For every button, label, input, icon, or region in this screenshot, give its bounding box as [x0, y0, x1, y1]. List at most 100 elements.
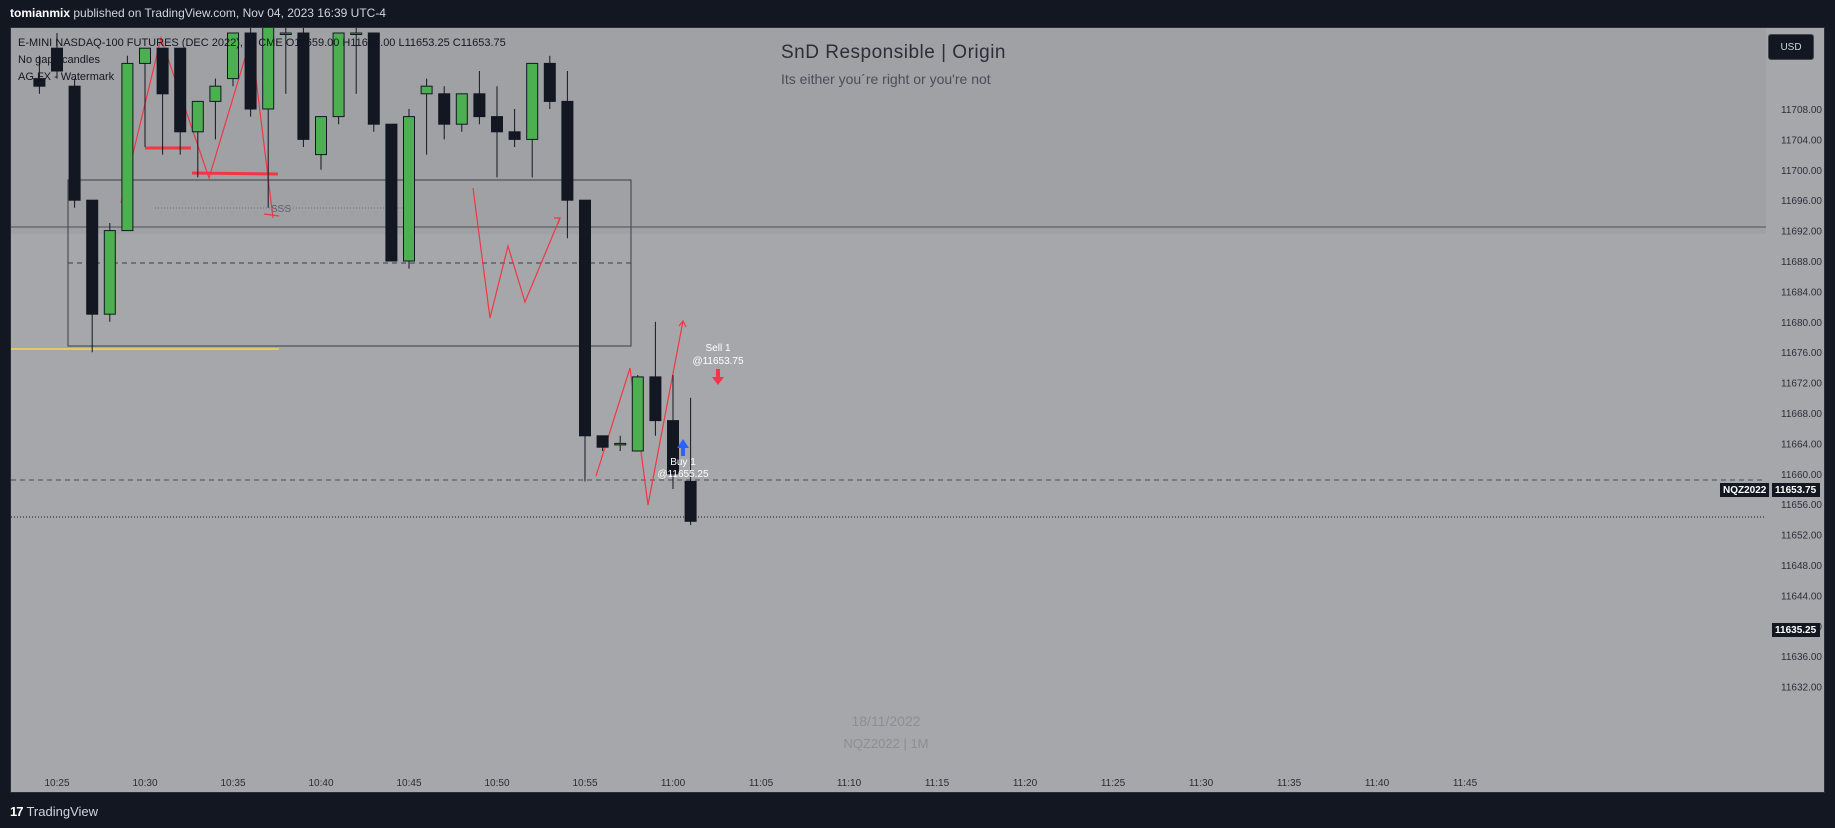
y-tick-label: 11700.00: [1781, 166, 1822, 177]
price-chart[interactable]: 11708.00 11704.00 11700.00 11696.00 11692.00…: [11, 28, 1825, 793]
candle[interactable]: [543, 55, 556, 109]
candle[interactable]: [579, 199, 591, 482]
author-name[interactable]: tomianmix: [10, 6, 71, 20]
candle[interactable]: [420, 78, 433, 155]
candles[interactable]: [33, 28, 697, 526]
currency-button[interactable]: USD: [1768, 34, 1814, 60]
candle-body-up: [526, 62, 539, 140]
candle[interactable]: [631, 375, 644, 452]
candle-body-up: [420, 85, 433, 95]
candle[interactable]: [614, 435, 627, 451]
last-price-tag: 11653.75: [1772, 483, 1820, 497]
watermark-date: 18/11/2022: [851, 713, 921, 729]
candle[interactable]: [191, 100, 204, 178]
x-tick-label: 11:15: [925, 778, 950, 789]
candle[interactable]: [279, 28, 292, 94]
footer-bar: 17 TradingView: [0, 796, 1835, 828]
candle-body-up: [103, 230, 116, 315]
buy-arrow-icon[interactable]: [677, 439, 689, 456]
tradingview-logo[interactable]: 17 TradingView: [10, 804, 98, 819]
symbol-description[interactable]: E-MINI NASDAQ-100 FUTURES (DEC 2022), 1,…: [18, 37, 283, 49]
candle-body-down: [367, 32, 380, 125]
sell-price: @11653.75: [692, 356, 744, 367]
time-axis-area[interactable]: [11, 769, 1825, 793]
candle[interactable]: [33, 55, 46, 94]
candle[interactable]: [526, 62, 539, 178]
candle[interactable]: [367, 32, 380, 132]
candle[interactable]: [68, 78, 81, 208]
candle[interactable]: [139, 47, 151, 147]
candle-body-up: [139, 47, 151, 64]
y-tick-label: 11660.00: [1781, 470, 1822, 481]
publish-bar: tomianmix published on TradingView.com, …: [0, 0, 1835, 27]
ohlc-high: H11670.00: [342, 37, 396, 49]
indicator-no-gaps[interactable]: No gaps candles: [18, 54, 100, 66]
candle[interactable]: [156, 47, 169, 155]
candle[interactable]: [350, 28, 363, 94]
candle[interactable]: [174, 47, 187, 155]
candle-body-down: [68, 85, 81, 201]
candle-body-down: [33, 78, 46, 87]
buy-price: @11655.25: [657, 469, 709, 480]
candle[interactable]: [332, 32, 345, 125]
watermark-symbol: NQZ2022 | 1M: [843, 736, 929, 751]
x-tick-label: 11:45: [1453, 778, 1478, 789]
candle-body-down: [156, 47, 169, 95]
ohlc-open: O11659.00: [285, 37, 340, 49]
sell-arrow-icon[interactable]: [712, 369, 724, 385]
candle[interactable]: [649, 321, 662, 436]
y-tick-label: 11692.00: [1781, 227, 1822, 238]
candle[interactable]: [684, 397, 697, 526]
sss-label[interactable]: SSS: [271, 204, 291, 215]
candle[interactable]: [103, 223, 116, 322]
x-tick-label: 10:25: [44, 778, 69, 789]
chart-pane[interactable]: 11708.00 11704.00 11700.00 11696.00 11692.00…: [10, 27, 1825, 793]
candle-body-down: [561, 100, 574, 201]
red-zigzag-projection[interactable]: [472, 187, 561, 319]
x-tick-label: 10:40: [308, 778, 333, 789]
candle-body-up: [403, 116, 415, 262]
candle[interactable]: [86, 199, 99, 353]
candle-body-up: [332, 32, 345, 118]
candle[interactable]: [244, 28, 257, 117]
candle[interactable]: [455, 93, 468, 132]
y-tick-label: 11648.00: [1781, 561, 1822, 572]
candle[interactable]: [596, 435, 609, 451]
candle-body-down: [491, 116, 503, 133]
red-arrowhead-1[interactable]: [554, 217, 561, 225]
candle-body-down: [244, 32, 257, 110]
chart-legend[interactable]: E-MINI NASDAQ-100 FUTURES (DEC 2022), 1,…: [18, 35, 506, 86]
candle[interactable]: [385, 123, 398, 262]
candle[interactable]: [121, 55, 134, 232]
y-tick-label: 11636.00: [1781, 652, 1822, 663]
candle[interactable]: [438, 86, 451, 140]
candle[interactable]: [315, 116, 327, 170]
price-axis-area[interactable]: [1766, 28, 1825, 793]
x-tick-label: 11:40: [1365, 778, 1390, 789]
candle[interactable]: [473, 71, 486, 125]
candle[interactable]: [51, 33, 63, 79]
candle[interactable]: [491, 86, 503, 178]
y-tick-label: 11672.00: [1781, 379, 1822, 390]
candle-body-down: [579, 199, 591, 437]
red-arrow-sss[interactable]: [263, 213, 280, 217]
x-tick-label: 11:35: [1277, 778, 1302, 789]
y-tick-label: 11644.00: [1781, 591, 1822, 602]
candle[interactable]: [297, 28, 310, 147]
red-level-2[interactable]: [191, 171, 279, 176]
candle[interactable]: [262, 28, 275, 208]
legend-symbol-row[interactable]: E-MINI NASDAQ-100 FUTURES (DEC 2022), 1,…: [18, 35, 506, 52]
x-tick-label: 10:50: [484, 778, 509, 789]
candle[interactable]: [508, 109, 521, 147]
red-path-left[interactable]: [120, 35, 274, 219]
tradingview-logo-icon: 17: [10, 804, 24, 819]
candle[interactable]: [227, 32, 239, 87]
candle[interactable]: [209, 78, 222, 140]
x-tick-label: 11:25: [1101, 778, 1126, 789]
indicator-watermark[interactable]: AG FX - Watermark: [18, 71, 115, 83]
red-arrowhead-2[interactable]: [678, 319, 687, 328]
candle[interactable]: [403, 109, 415, 269]
candle[interactable]: [561, 71, 574, 239]
candle-body-down: [174, 47, 187, 133]
candle-body-down: [385, 123, 398, 262]
